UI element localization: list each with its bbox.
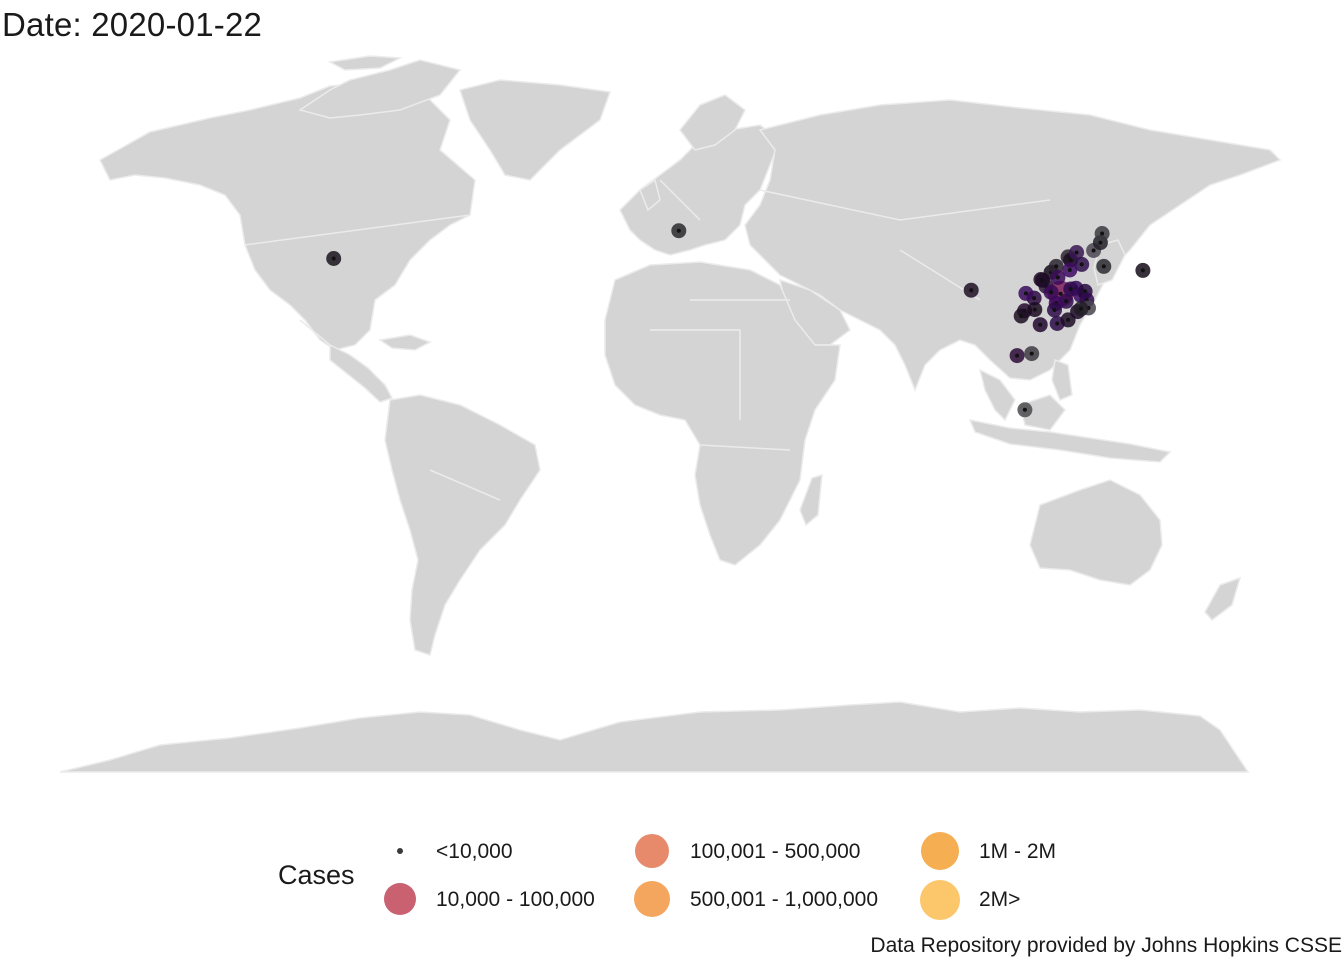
case-point-center <box>1066 317 1071 322</box>
africa-land <box>604 261 841 566</box>
case-point-center <box>1032 296 1037 301</box>
case-point-center <box>1064 299 1069 304</box>
arctic-islands-land <box>298 59 462 119</box>
case-point-center <box>1038 322 1043 327</box>
southeast-asia-land <box>978 368 1016 422</box>
antarctica-land <box>59 701 1250 773</box>
case-point-center <box>1100 231 1105 236</box>
case-point-center <box>1067 268 1072 272</box>
case-point-center <box>1029 351 1034 356</box>
legend-swatch-1m-2m <box>921 832 959 870</box>
case-point-center <box>1101 264 1106 269</box>
legend-label-10k-100k: 10,000 - 100,000 <box>436 888 595 911</box>
case-point-center <box>1055 275 1060 280</box>
arctic-island-north-land <box>327 55 403 71</box>
case-point-center <box>1055 321 1060 326</box>
philippines-land <box>1051 358 1073 401</box>
case-point-center <box>1079 262 1084 267</box>
case-point-center <box>1049 290 1054 295</box>
case-point-center <box>969 288 974 293</box>
case-point-center <box>1040 278 1045 283</box>
case-point-center <box>1054 264 1059 269</box>
madagascar-land <box>799 473 823 527</box>
source-caption: Data Repository provided by Johns Hopkin… <box>870 934 1342 957</box>
australia-land <box>1029 479 1163 586</box>
case-point-center <box>1091 248 1096 253</box>
case-point-center <box>331 256 336 261</box>
map-title: Date: 2020-01-22 <box>2 6 263 43</box>
north-america-land <box>99 81 476 351</box>
case-point-center <box>1068 287 1073 291</box>
legend-label-500k-1m: 500,001 - 1,000,000 <box>690 888 878 911</box>
case-point-center <box>1019 314 1024 318</box>
caribbean-land <box>378 334 432 351</box>
legend-label-1m-2m: 1M - 2M <box>979 840 1057 863</box>
asia-land <box>744 99 1282 393</box>
europe-land <box>619 124 781 256</box>
new-zealand-land <box>1204 576 1242 622</box>
case-point-center <box>1079 306 1083 311</box>
case-point-center <box>1022 407 1027 412</box>
case-point-center <box>1015 353 1020 358</box>
south-america-land <box>384 394 541 656</box>
case-points <box>326 223 1151 418</box>
borneo-land <box>1019 394 1066 431</box>
legend-label-lt10k: <10,000 <box>436 840 513 863</box>
case-point-center <box>1032 307 1037 312</box>
case-point-center <box>676 228 681 233</box>
case-point-center <box>1068 258 1073 263</box>
legend-swatch-100k-500k <box>635 834 669 868</box>
case-point-center <box>1023 291 1028 296</box>
indonesia-land <box>968 418 1172 463</box>
case-point-center <box>1098 240 1103 245</box>
legend-swatch-lt10k <box>397 848 403 854</box>
legend-label-2m-plus: 2M> <box>979 888 1021 911</box>
land-masses <box>59 55 1282 773</box>
legend-swatch-2m-plus <box>920 880 960 920</box>
case-point-center <box>1140 268 1145 273</box>
central-america-land <box>329 343 394 403</box>
legend-swatch-10k-100k <box>384 883 416 915</box>
case-point-center <box>1052 308 1057 312</box>
case-point-center <box>1083 289 1088 294</box>
legend-label-100k-500k: 100,001 - 500,000 <box>690 840 861 863</box>
legend-title: Cases <box>278 860 355 890</box>
greenland-land <box>459 79 612 181</box>
case-point-center <box>1074 250 1079 255</box>
case-point-center <box>1058 291 1063 296</box>
scandinavia-land <box>679 94 746 151</box>
legend-swatch-500k-1m <box>634 881 670 917</box>
country-borders <box>244 179 1051 501</box>
uk-land <box>639 178 661 212</box>
